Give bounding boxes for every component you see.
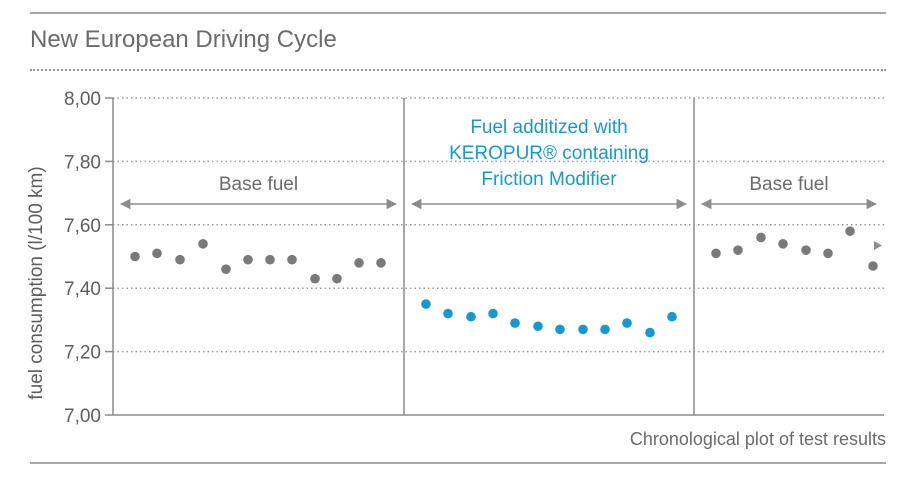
data-point [801,245,811,255]
y-axis-label: fuel consumption (l/100 km) [26,166,47,399]
data-point [421,299,431,309]
title-divider [30,69,886,71]
data-point [130,251,140,262]
data-point [287,254,297,265]
y-tick-label: 8,00 [64,89,101,110]
data-point [198,239,208,249]
data-point [868,261,878,271]
section-label: Base fuel [749,174,828,195]
section-label: KEROPUR® containing [449,143,649,164]
data-point [622,318,632,328]
y-tick-label: 7,40 [64,279,101,300]
continuation-arrow [874,241,882,250]
data-point [756,232,766,243]
chart-title: New European Driving Cycle [30,26,337,53]
data-point [488,308,498,319]
data-point [243,254,253,265]
data-point [578,324,588,335]
data-point [175,254,185,265]
data-point [354,258,364,268]
data-point [733,245,743,255]
data-point [711,248,721,259]
section-label: Friction Modifier [481,169,617,190]
y-tick-label: 7,80 [64,152,101,173]
data-point [443,308,453,319]
y-tick-label: 7,60 [64,216,101,237]
data-point [645,327,655,338]
data-point [265,254,275,265]
bottom-rule [30,462,886,464]
data-point [667,311,677,322]
data-point [221,264,231,274]
data-point [845,226,855,236]
data-point [376,258,386,268]
y-tick-label: 7,20 [64,343,101,364]
data-point [600,324,610,335]
data-point [510,318,520,328]
data-point [466,311,476,322]
top-rule [30,12,886,14]
data-point [332,273,342,284]
section-label: Base fuel [219,174,298,195]
section-label: Fuel additized with [470,117,627,138]
x-axis-caption: Chronological plot of test results [629,429,886,449]
y-tick-label: 7,00 [64,406,101,427]
data-point [152,248,162,259]
data-point [778,239,788,249]
data-point [823,248,833,259]
data-point [555,324,565,335]
data-point [533,321,543,332]
data-point [310,273,320,284]
